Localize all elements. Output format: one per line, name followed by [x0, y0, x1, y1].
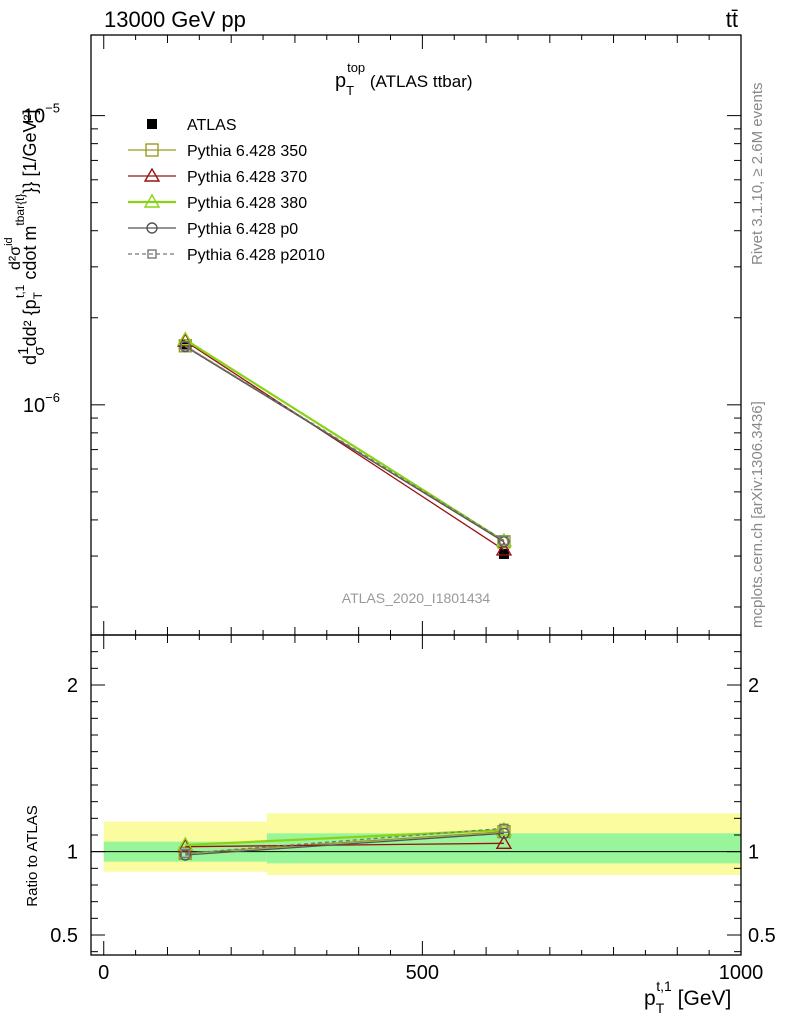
ratio-tick-label-left: 1 — [67, 842, 78, 864]
chart-title: pTtop (ATLAS ttbar) — [335, 60, 473, 98]
x-tick-label: 0 — [98, 962, 109, 984]
ratio-tick-label-right: 0.5 — [748, 925, 776, 947]
y-tick-label: 10−5 — [23, 101, 60, 128]
legend-label-p380: Pythia 6.428 380 — [187, 195, 307, 212]
ratio-y-axis-label: Ratio to ATLAS — [24, 805, 41, 906]
x-axis-label: pTt,1 [GeV] — [644, 978, 731, 1016]
mcplots-label: mcplots.cern.ch [arXiv:1306.3436] — [749, 401, 766, 628]
point-p2010-0 — [180, 341, 191, 351]
y-axis-label: d1σdd² {pTt,1 cdot mtbar{t}}} [1/GeV²] — [13, 110, 48, 365]
ratio-point-p2010-1 — [499, 823, 509, 834]
ratio-point-p2010-0 — [180, 848, 191, 859]
ratio-frame — [90, 634, 742, 956]
legend-item-p370: Pythia 6.428 370 — [128, 167, 307, 186]
header-right: tt̄ — [726, 7, 738, 32]
ratio-point-p0-1 — [498, 827, 510, 840]
chart-title-sup: top — [347, 60, 365, 75]
point-p370-1 — [495, 541, 513, 556]
axes: 0 500 1000 10−5 10−6 0.5 0.5 1 1 2 2 — [23, 34, 776, 984]
legend-marker-p2010 — [147, 249, 157, 259]
chart-title-rest: (ATLAS ttbar) — [365, 72, 472, 91]
legend-marker-p0 — [146, 222, 158, 234]
legend-item-p0: Pythia 6.428 p0 — [128, 221, 298, 238]
series-line-p370 — [184, 340, 505, 551]
header-left: 13000 GeV pp — [104, 7, 246, 32]
rivet-label: Rivet 3.1.10, ≥ 2.6M events — [749, 83, 766, 266]
legend-label-atlas: ATLAS — [187, 117, 237, 134]
series-line-p2010 — [184, 345, 505, 541]
legend-item-p380: Pythia 6.428 380 — [128, 193, 307, 212]
legend-marker-p380 — [143, 193, 161, 208]
analysis-id: ATLAS_2020_I1801434 — [342, 590, 491, 606]
ratio-tick-label-left: 0.5 — [50, 925, 78, 947]
ratio-line-p350 — [185, 831, 504, 854]
legend-marker-p370 — [143, 167, 161, 182]
series-line-p0 — [184, 346, 505, 543]
legend-label-p2010: Pythia 6.428 p2010 — [187, 247, 325, 264]
point-p380-0 — [177, 331, 194, 346]
x-tick-label: 1000 — [719, 962, 764, 984]
point-atlas-1 — [498, 548, 509, 559]
ratio-tick-label-right: 2 — [748, 675, 759, 697]
ratio-point-p370-1 — [495, 834, 513, 850]
y-tick-label: 10−6 — [23, 390, 60, 417]
x-tick-label: 500 — [406, 962, 439, 984]
chart-title-sub: T — [346, 83, 354, 98]
legend-marker-atlas — [147, 119, 157, 129]
ratio-series — [177, 821, 513, 861]
y-axis-label-numerator: d²σid — [3, 237, 24, 270]
point-p2010-1 — [499, 535, 509, 546]
legend: ATLAS Pythia 6.428 350 Pythia 6.428 370 Pyt… — [128, 117, 325, 264]
legend-marker-p350 — [145, 143, 159, 157]
ratio-tick-label-right: 1 — [748, 842, 759, 864]
legend-label-p370: Pythia 6.428 370 — [187, 169, 307, 186]
legend-label-p0: Pythia 6.428 p0 — [187, 221, 298, 238]
main-series — [177, 331, 513, 559]
ratio-line-p2010 — [185, 827, 504, 854]
ratio-line-p0 — [185, 832, 504, 856]
ratio-line-p370 — [185, 842, 504, 848]
legend-label-p350: Pythia 6.428 350 — [187, 143, 307, 160]
legend-item-atlas: ATLAS — [147, 117, 237, 134]
ratio-tick-label-left: 2 — [67, 675, 78, 697]
legend-item-p2010: Pythia 6.428 p2010 — [128, 247, 325, 264]
legend-item-p350: Pythia 6.428 350 — [128, 143, 307, 160]
